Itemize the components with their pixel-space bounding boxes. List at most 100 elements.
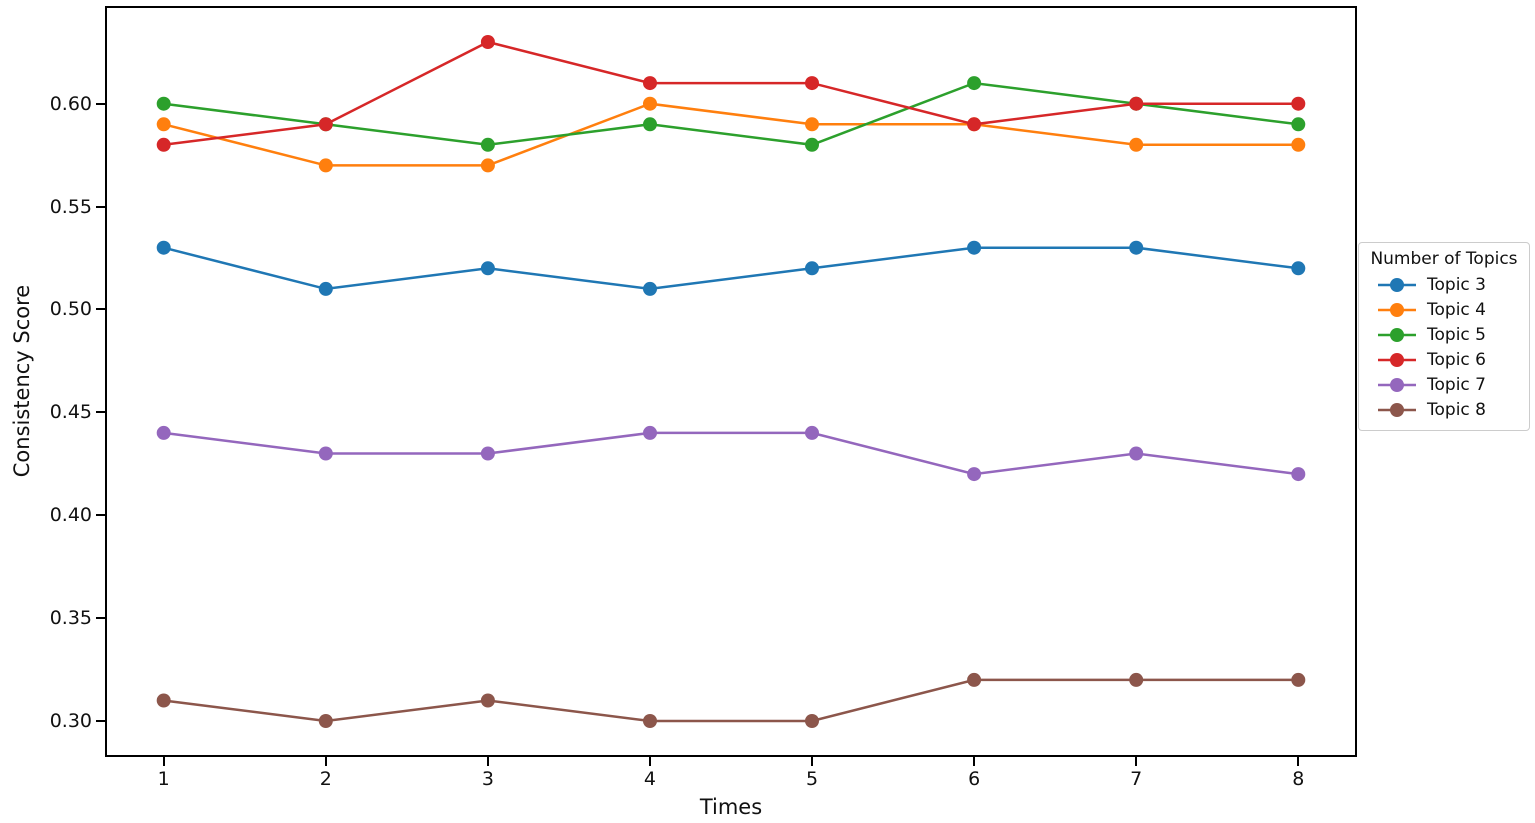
- data-point: [480, 158, 495, 173]
- data-point: [643, 425, 657, 440]
- data-point: [805, 76, 819, 91]
- y-tick-label: 0.60: [49, 92, 92, 115]
- legend-entry-topic-6: Topic 6: [1367, 347, 1521, 372]
- series-topic-6: [156, 35, 1306, 152]
- y-tick-label: 0.30: [49, 710, 92, 733]
- series-line: [163, 81, 1299, 147]
- legend-marker-icon: [1378, 377, 1416, 392]
- legend-items: Topic 3 Topic 4 Topic 5 Topic 6 Topic 7 Topic…: [1367, 272, 1521, 422]
- legend-marker-icon: [1378, 402, 1416, 417]
- data-point: [1291, 467, 1306, 482]
- series-line: [163, 678, 1299, 723]
- x-tick-label: 3: [481, 768, 494, 790]
- data-point: [967, 467, 982, 482]
- y-tick-mark: [96, 411, 105, 414]
- legend-entry-topic-8: Topic 8: [1367, 397, 1521, 422]
- x-tick-mark: [1297, 757, 1300, 766]
- series-line: [163, 102, 1299, 167]
- legend-entry-topic-3: Topic 3: [1367, 272, 1521, 297]
- y-tick-label: 0.35: [49, 607, 92, 630]
- data-point: [967, 117, 982, 132]
- y-tick-label: 0.50: [49, 298, 92, 321]
- data-point: [1291, 261, 1306, 276]
- y-tick-label: 0.45: [49, 401, 92, 424]
- legend-label: Topic 3: [1427, 274, 1486, 295]
- data-point: [967, 672, 982, 687]
- y-tick-mark: [96, 720, 105, 723]
- data-point: [1129, 672, 1144, 687]
- data-point: [643, 117, 657, 132]
- x-tick-label: 8: [1292, 768, 1305, 790]
- x-tick-mark: [162, 757, 165, 766]
- series-line: [163, 431, 1299, 476]
- legend: Number of Topics Topic 3 Topic 4 Topic 5 To…: [1358, 242, 1530, 431]
- legend-entry-topic-4: Topic 4: [1367, 297, 1521, 322]
- data-point: [480, 693, 495, 708]
- series-topic-3: [156, 240, 1306, 296]
- data-point: [156, 240, 171, 255]
- data-point: [643, 281, 657, 296]
- x-tick-mark: [973, 757, 976, 766]
- x-tick-label: 6: [968, 768, 981, 790]
- series-topic-8: [156, 672, 1306, 728]
- data-point: [156, 117, 171, 132]
- y-tick-label: 0.40: [49, 504, 92, 527]
- series-line: [163, 40, 1299, 147]
- legend-marker-icon: [1378, 327, 1416, 342]
- series-line: [163, 246, 1299, 291]
- x-tick-label: 4: [643, 768, 656, 790]
- data-point: [1291, 137, 1306, 152]
- data-point: [1129, 96, 1144, 111]
- data-point: [805, 425, 819, 440]
- series-topic-7: [156, 425, 1306, 482]
- data-point: [480, 35, 495, 49]
- legend-entry-topic-7: Topic 7: [1367, 372, 1521, 397]
- x-axis-label: Times: [699, 795, 763, 819]
- data-point: [1129, 240, 1144, 255]
- legend-label: Topic 6: [1427, 349, 1486, 370]
- legend-label: Topic 5: [1427, 324, 1486, 345]
- data-point: [1291, 96, 1306, 111]
- x-tick-label: 1: [157, 768, 170, 790]
- y-tick-label: 0.55: [49, 195, 92, 218]
- data-point: [1129, 137, 1144, 152]
- y-tick-mark: [96, 308, 105, 311]
- data-point: [318, 714, 333, 728]
- x-tick-mark: [486, 757, 489, 766]
- data-point: [1291, 672, 1306, 687]
- data-point: [643, 76, 657, 91]
- data-point: [643, 714, 657, 728]
- x-tick-mark: [1135, 757, 1138, 766]
- data-point: [156, 425, 171, 440]
- legend-entry-topic-5: Topic 5: [1367, 322, 1521, 347]
- data-point: [156, 137, 171, 152]
- x-tick-label: 2: [319, 768, 332, 790]
- legend-marker-icon: [1378, 302, 1416, 317]
- data-point: [480, 261, 495, 276]
- data-point: [480, 137, 495, 152]
- legend-label: Topic 8: [1427, 399, 1486, 420]
- data-point: [318, 117, 333, 132]
- data-point: [480, 446, 495, 461]
- data-point: [318, 158, 333, 173]
- x-tick-mark: [324, 757, 327, 766]
- data-point: [805, 714, 819, 728]
- y-tick-mark: [96, 617, 105, 620]
- legend-title: Number of Topics: [1370, 249, 1518, 269]
- y-tick-mark: [96, 205, 105, 208]
- data-point: [967, 240, 982, 255]
- data-point: [156, 693, 171, 708]
- data-point: [1129, 446, 1144, 461]
- data-point: [318, 446, 333, 461]
- data-point: [643, 96, 657, 111]
- legend-label: Topic 7: [1427, 374, 1486, 395]
- x-tick-mark: [811, 757, 814, 766]
- x-tick-label: 5: [805, 768, 819, 790]
- legend-marker-icon: [1378, 352, 1416, 367]
- plot-frame: [105, 6, 1357, 757]
- data-point: [805, 137, 819, 152]
- data-point: [1291, 117, 1306, 132]
- y-tick-mark: [96, 514, 105, 517]
- y-tick-mark: [96, 102, 105, 105]
